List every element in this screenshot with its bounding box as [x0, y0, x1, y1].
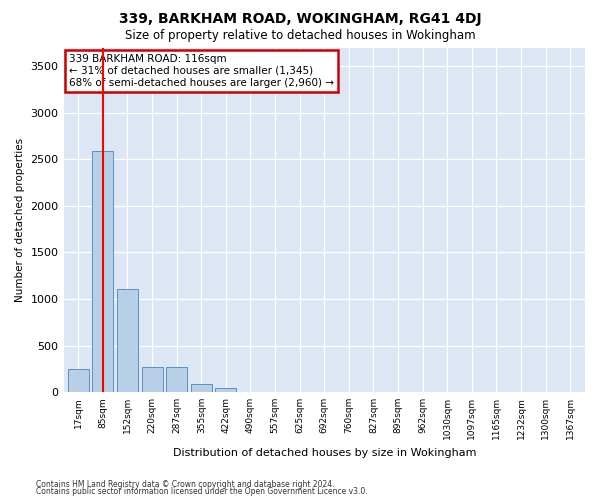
- Bar: [191, 384, 212, 392]
- Text: Size of property relative to detached houses in Wokingham: Size of property relative to detached ho…: [125, 29, 475, 42]
- Bar: [166, 368, 187, 392]
- Text: 339 BARKHAM ROAD: 116sqm
← 31% of detached houses are smaller (1,345)
68% of sem: 339 BARKHAM ROAD: 116sqm ← 31% of detach…: [69, 54, 334, 88]
- X-axis label: Distribution of detached houses by size in Wokingham: Distribution of detached houses by size …: [173, 448, 476, 458]
- Bar: [92, 151, 113, 392]
- Text: Contains HM Land Registry data © Crown copyright and database right 2024.: Contains HM Land Registry data © Crown c…: [36, 480, 335, 489]
- Bar: [117, 289, 138, 392]
- Bar: [68, 369, 89, 392]
- Text: 339, BARKHAM ROAD, WOKINGHAM, RG41 4DJ: 339, BARKHAM ROAD, WOKINGHAM, RG41 4DJ: [119, 12, 481, 26]
- Y-axis label: Number of detached properties: Number of detached properties: [15, 138, 25, 302]
- Bar: [215, 388, 236, 392]
- Bar: [142, 368, 163, 392]
- Text: Contains public sector information licensed under the Open Government Licence v3: Contains public sector information licen…: [36, 487, 368, 496]
